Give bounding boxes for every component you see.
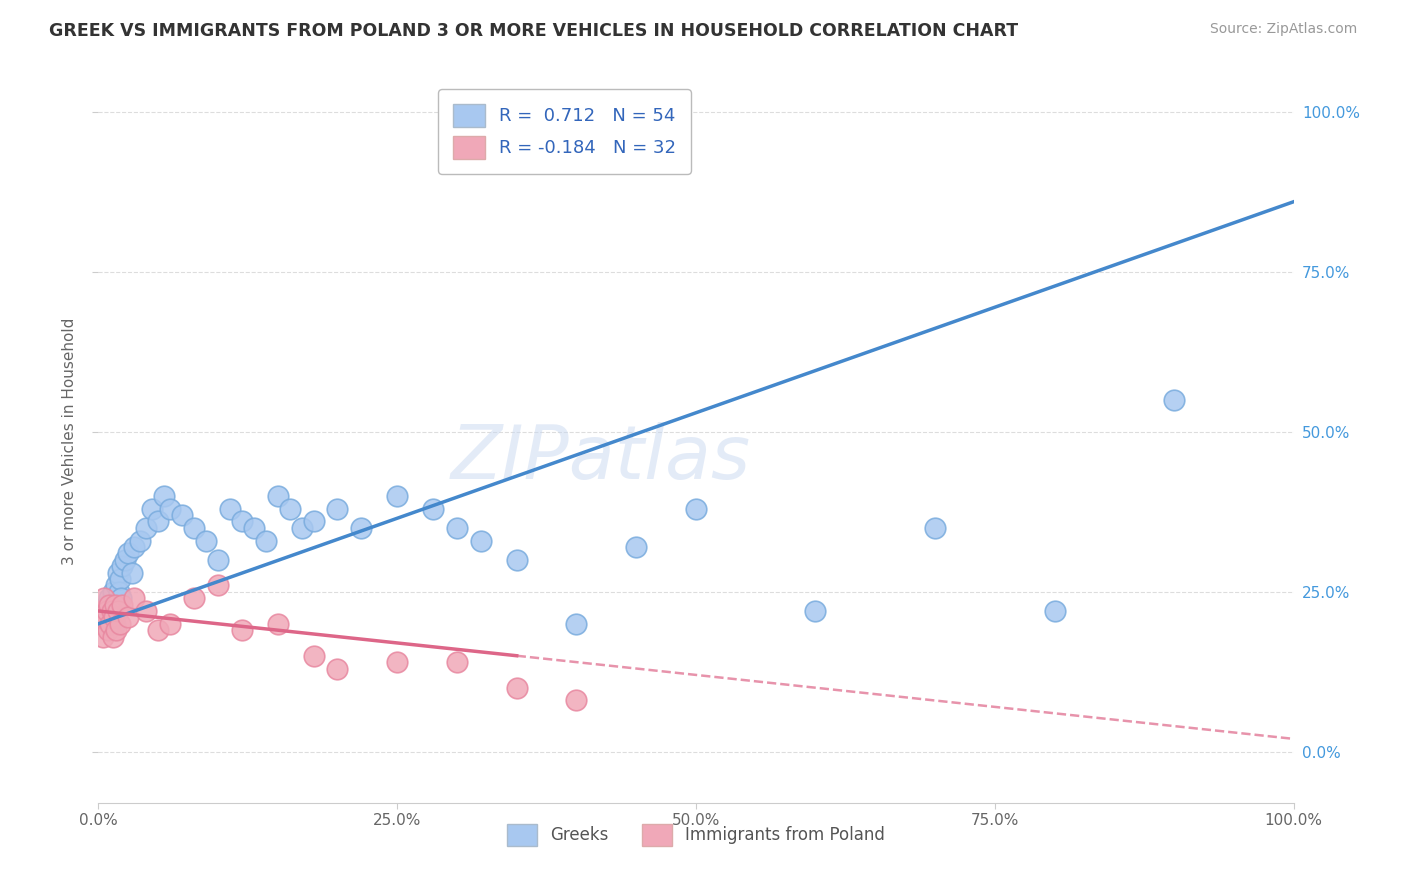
Point: [135, 521, 157, 535]
Point: [148, 515, 170, 529]
Point: [243, 521, 266, 535]
Point: [108, 616, 131, 631]
Point: [103, 610, 125, 624]
Point: [207, 578, 229, 592]
Point: [124, 540, 146, 554]
Point: [291, 521, 314, 535]
Point: [114, 553, 136, 567]
Point: [278, 501, 301, 516]
Point: [141, 501, 163, 516]
Point: [422, 501, 444, 516]
Point: [254, 533, 277, 548]
Point: [219, 501, 242, 516]
Point: [98, 604, 122, 618]
Point: [104, 616, 127, 631]
Point: [100, 604, 122, 618]
Point: [172, 508, 194, 522]
Point: [326, 501, 349, 516]
Point: [183, 521, 205, 535]
Point: [101, 630, 124, 644]
Point: [110, 591, 132, 606]
Point: [100, 610, 122, 624]
Point: [91, 616, 114, 631]
Point: [90, 604, 112, 618]
Point: [91, 610, 114, 624]
Point: [1163, 392, 1185, 407]
Point: [385, 489, 409, 503]
Point: [207, 553, 229, 567]
Y-axis label: 3 or more Vehicles in Household: 3 or more Vehicles in Household: [62, 318, 77, 566]
Point: [96, 604, 118, 618]
Point: [685, 501, 707, 516]
Point: [94, 610, 117, 624]
Point: [107, 584, 129, 599]
Point: [267, 616, 290, 631]
Point: [565, 616, 588, 631]
Point: [105, 578, 128, 592]
Point: [470, 533, 492, 548]
Point: [159, 501, 181, 516]
Point: [148, 623, 170, 637]
Legend: Greeks, Immigrants from Poland: Greeks, Immigrants from Poland: [501, 818, 891, 852]
Point: [446, 521, 468, 535]
Point: [565, 693, 588, 707]
Point: [326, 661, 349, 675]
Point: [124, 591, 146, 606]
Point: [924, 521, 946, 535]
Point: [153, 489, 176, 503]
Point: [117, 610, 139, 624]
Point: [135, 604, 157, 618]
Point: [183, 591, 205, 606]
Point: [302, 515, 325, 529]
Point: [104, 598, 127, 612]
Point: [267, 489, 290, 503]
Text: Source: ZipAtlas.com: Source: ZipAtlas.com: [1209, 22, 1357, 37]
Point: [626, 540, 648, 554]
Point: [93, 604, 115, 618]
Point: [159, 616, 181, 631]
Point: [111, 559, 134, 574]
Point: [97, 616, 120, 631]
Point: [302, 648, 325, 663]
Point: [350, 521, 373, 535]
Point: [98, 598, 121, 612]
Point: [91, 616, 114, 631]
Point: [108, 572, 131, 586]
Point: [94, 610, 117, 624]
Point: [97, 623, 120, 637]
Point: [93, 591, 115, 606]
Point: [231, 623, 253, 637]
Point: [446, 655, 468, 669]
Point: [105, 623, 128, 637]
Text: GREEK VS IMMIGRANTS FROM POLAND 3 OR MORE VEHICLES IN HOUSEHOLD CORRELATION CHAR: GREEK VS IMMIGRANTS FROM POLAND 3 OR MOR…: [49, 22, 1018, 40]
Point: [98, 616, 122, 631]
Point: [506, 681, 529, 695]
Point: [111, 598, 134, 612]
Point: [101, 584, 124, 599]
Point: [506, 553, 529, 567]
Point: [129, 533, 152, 548]
Point: [96, 598, 118, 612]
Point: [804, 604, 827, 618]
Point: [91, 630, 114, 644]
Point: [121, 566, 143, 580]
Text: ZIPatlas: ZIPatlas: [450, 422, 751, 493]
Point: [231, 515, 253, 529]
Point: [1043, 604, 1066, 618]
Point: [98, 591, 121, 606]
Point: [117, 546, 139, 560]
Point: [195, 533, 218, 548]
Point: [107, 604, 129, 618]
Point: [107, 566, 129, 580]
Point: [385, 655, 409, 669]
Point: [103, 598, 125, 612]
